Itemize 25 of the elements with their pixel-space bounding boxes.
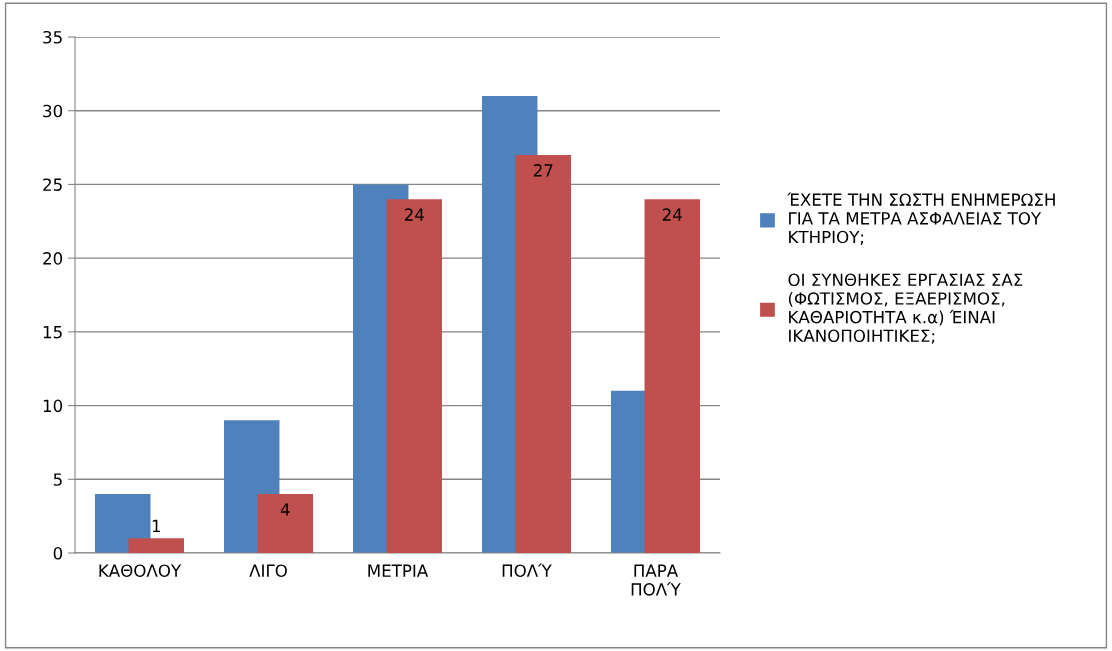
- x-tick-label: ΛΙΓΟ: [249, 564, 287, 578]
- y-tick-label: 25: [43, 178, 62, 191]
- y-tick-label: 15: [43, 326, 62, 339]
- y-tick-label: 5: [53, 473, 62, 486]
- data-label: 24: [404, 208, 424, 221]
- bar: [128, 538, 184, 553]
- legend-label: ΈΧΕΤΕ ΤΗΝ ΣΩΣΤΗ ΕΝΗΜΕΡΩΣΗ ΓΙΑ ΤΑ ΜΕΤΡΑ ΑΣΦΑΛΕΙΑΣ ΤΟΥ ΚΤΗΡΙΟΥ;: [787, 192, 1055, 246]
- y-tick-label: 20: [43, 252, 63, 265]
- bar: [515, 154, 571, 553]
- bar: [644, 199, 700, 553]
- y-tick-label: 30: [43, 104, 63, 118]
- data-label: 4: [280, 503, 290, 516]
- y-tick-label: 0: [53, 546, 63, 560]
- bar: [386, 199, 442, 553]
- data-label: 24: [662, 208, 682, 221]
- x-tick-label: ΠΑΡΑ ΠΟΛΎ: [631, 564, 681, 596]
- data-label: 1: [152, 519, 161, 533]
- x-tick-label: ΚΑΘΟΛΟΥ: [99, 564, 182, 578]
- x-tick-label: ΠΟΛΎ: [502, 563, 552, 578]
- y-tick-label: 10: [43, 399, 63, 413]
- data-label: 27: [533, 164, 553, 177]
- legend-label: ΟΙ ΣΥΝΘΗΚΕΣ ΕΡΓΑΣΙΑΣ ΣΑΣ (ΦΩΤΙΣΜΟΣ, ΕΞΑΕΡΙΣΜΟΣ, ΚΑΘΑΡΙΟΤΗΤΑ κ.α) ΈΙΝΑΙ ΙΚΑΝΟΠΟΙΗΤΙΚΕΣ;: [788, 273, 1023, 344]
- y-tick-label: 35: [43, 30, 62, 44]
- bar: [257, 494, 313, 553]
- x-tick-label: ΜΕΤΡΙΑ: [368, 564, 429, 577]
